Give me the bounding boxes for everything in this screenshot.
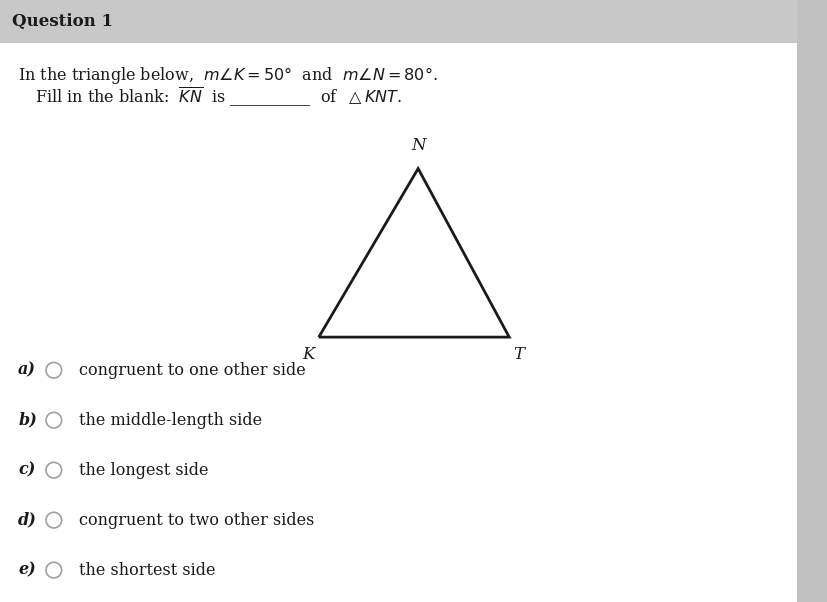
- Text: c): c): [18, 462, 36, 479]
- Text: K: K: [303, 346, 314, 363]
- Text: e): e): [18, 562, 36, 579]
- Text: a): a): [18, 362, 36, 379]
- Text: Fill in the blank:  $\overline{KN}$  is __________  of  $\triangle KNT$.: Fill in the blank: $\overline{KN}$ is __…: [35, 85, 401, 110]
- Bar: [0, 0, 796, 43]
- Text: the shortest side: the shortest side: [79, 562, 215, 579]
- Bar: [796, 0, 827, 602]
- Text: b): b): [18, 412, 37, 429]
- Text: the longest side: the longest side: [79, 462, 208, 479]
- Text: Question 1: Question 1: [12, 13, 113, 30]
- Text: T: T: [513, 346, 524, 363]
- Text: d): d): [18, 512, 37, 529]
- Text: congruent to two other sides: congruent to two other sides: [79, 512, 313, 529]
- Text: congruent to one other side: congruent to one other side: [79, 362, 305, 379]
- Text: In the triangle below,  $m\angle K = 50°$  and  $m\angle N = 80°$.: In the triangle below, $m\angle K = 50°$…: [18, 65, 437, 85]
- Text: the middle-length side: the middle-length side: [79, 412, 261, 429]
- Text: N: N: [410, 137, 425, 154]
